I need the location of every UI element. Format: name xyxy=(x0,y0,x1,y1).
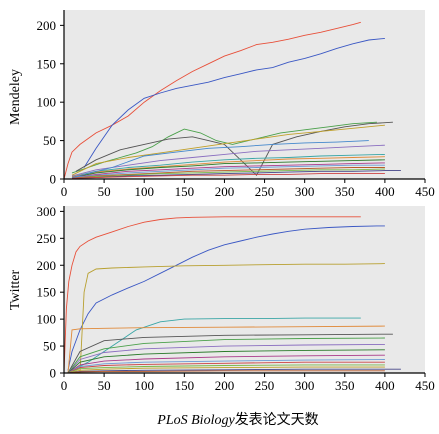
twitter-x-tick-label-50: 50 xyxy=(98,378,111,393)
twitter-x-tick-label-400: 400 xyxy=(375,378,395,393)
mendeley-series-line-11 xyxy=(71,164,385,178)
twitter-y-tick-label-250: 250 xyxy=(37,231,57,246)
twitter-series-line-14 xyxy=(67,366,385,374)
twitter-series-line-6 xyxy=(67,333,393,374)
twitter-y-axis-label: Twitter xyxy=(8,270,23,311)
twitter-series-line-16 xyxy=(67,370,385,374)
twitter-y-tick-label-100: 100 xyxy=(37,312,57,327)
mendeley-series-line-13 xyxy=(71,168,385,179)
mendeley-series-line-15 xyxy=(71,173,385,179)
mendeley-series-line-1 xyxy=(63,21,361,180)
mendeley-series-line-12 xyxy=(71,167,385,179)
mendeley-series-line-10 xyxy=(71,162,385,178)
twitter-series-line-9 xyxy=(67,349,385,374)
twitter-series-line-2 xyxy=(67,225,385,371)
twitter-series-line-7 xyxy=(67,337,385,374)
mendeley-x-tick-label-400: 400 xyxy=(375,184,395,199)
mendeley-y-tick-label-150: 150 xyxy=(37,56,57,71)
mendeley-series-group xyxy=(63,21,401,180)
mendeley-series-line-2 xyxy=(83,37,385,168)
twitter-series-line-4 xyxy=(71,317,361,371)
mendeley-series-line-4 xyxy=(75,121,393,176)
twitter-y-tick-label-200: 200 xyxy=(37,258,57,273)
twitter-series-line-5 xyxy=(67,325,385,374)
twitter-x-tick-label-450: 450 xyxy=(415,378,435,393)
twitter-x-tick-label-350: 350 xyxy=(335,378,355,393)
mendeley-x-tick-label-50: 50 xyxy=(98,184,111,199)
twitter-x-tick-label-200: 200 xyxy=(215,378,235,393)
twitter-series-line-1 xyxy=(63,216,361,374)
mendeley-ticks: 0 50 100 150 200 250 300 350 400 450 0 50 100 150 200 xyxy=(37,18,435,199)
mendeley-series-line-8 xyxy=(71,156,385,178)
mendeley-series-line-9 xyxy=(71,159,385,178)
twitter-x-tick-label-0: 0 xyxy=(61,378,68,393)
twitter-x-tick-label-150: 150 xyxy=(175,378,195,393)
twitter-series-line-11 xyxy=(67,359,385,374)
twitter-series-line-13 xyxy=(67,364,385,374)
mendeley-y-tick-label-200: 200 xyxy=(37,18,57,33)
mendeley-x-tick-label-250: 250 xyxy=(255,184,275,199)
mendeley-x-tick-label-300: 300 xyxy=(295,184,315,199)
x-axis-label-rest: 发表论文天数 xyxy=(235,412,319,428)
twitter-y-tick-label-50: 50 xyxy=(43,339,56,354)
mendeley-x-tick-label-150: 150 xyxy=(175,184,195,199)
mendeley-y-tick-label-0: 0 xyxy=(50,172,57,187)
mendeley-y-tick-label-100: 100 xyxy=(37,95,57,110)
twitter-ticks: 0 50 100 150 200 250 300 350 400 450 0 50 100 150 200 2… xyxy=(37,204,435,393)
mendeley-x-tick-label-200: 200 xyxy=(215,184,235,199)
twitter-series-line-15 xyxy=(67,368,401,374)
mendeley-x-tick-label-0: 0 xyxy=(61,184,68,199)
twitter-y-tick-label-300: 300 xyxy=(37,204,57,219)
twitter-series-line-3 xyxy=(79,263,385,374)
mendeley-x-tick-label-350: 350 xyxy=(335,184,355,199)
twitter-x-tick-label-100: 100 xyxy=(134,378,154,393)
mendeley-series-line-3 xyxy=(71,121,377,174)
twitter-plot-area xyxy=(64,206,425,373)
mendeley-series-line-16 xyxy=(71,140,369,178)
mendeley-series-line-6 xyxy=(71,144,385,177)
twitter-y-tick-label-0: 0 xyxy=(50,366,57,381)
twitter-series-group xyxy=(63,216,401,374)
twitter-series-line-12 xyxy=(67,361,385,374)
twitter-series-line-8 xyxy=(67,343,385,374)
twitter-x-tick-label-300: 300 xyxy=(295,378,315,393)
mendeley-series-line-5 xyxy=(71,124,385,176)
mendeley-panel: 0 50 100 150 200 250 300 350 400 450050100150200 … xyxy=(8,10,435,199)
twitter-panel: 0 50 100 150 200 250 300 350 400 450 0 50 100 150 200 2… xyxy=(8,204,435,393)
mendeley-series-line-7 xyxy=(71,153,385,178)
x-axis-label: PLoS Biology发表论文天数 xyxy=(156,412,318,428)
mendeley-y-axis-label: Mendeley xyxy=(8,69,23,125)
mendeley-x-tick-label-100: 100 xyxy=(134,184,154,199)
twitter-y-tick-label-150: 150 xyxy=(37,285,57,300)
twitter-x-tick-label-250: 250 xyxy=(255,378,275,393)
x-axis-label-italic: PLoS Biology xyxy=(156,413,235,428)
twitter-series-line-10 xyxy=(67,354,385,374)
mendeley-series-line-14 xyxy=(71,170,401,179)
mendeley-x-tick-label-450: 450 xyxy=(415,184,435,199)
mendeley-plot-area xyxy=(64,10,425,179)
mendeley-y-tick-label-50: 50 xyxy=(43,133,56,148)
